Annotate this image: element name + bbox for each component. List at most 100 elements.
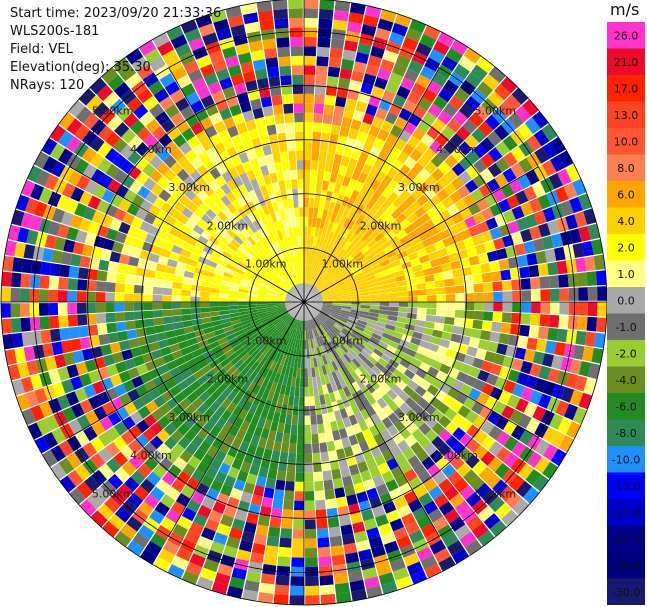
range-gate	[430, 233, 443, 244]
range-gate	[276, 470, 287, 481]
range-gate	[238, 218, 248, 229]
range-gate	[294, 329, 299, 339]
range-gate	[437, 32, 455, 48]
range-gate	[247, 212, 257, 223]
range-gate	[164, 214, 177, 227]
range-gate	[314, 328, 320, 338]
range-gate	[534, 378, 548, 393]
range-gate	[360, 206, 371, 218]
range-gate	[548, 314, 560, 328]
range-gate	[75, 106, 93, 124]
range-gate	[367, 238, 378, 249]
range-gate	[358, 548, 373, 562]
range-gate	[200, 230, 212, 241]
range-gate	[286, 305, 296, 311]
range-gate	[278, 310, 288, 317]
range-gate	[404, 397, 417, 409]
range-gate	[364, 359, 375, 369]
range-gate	[296, 274, 300, 284]
range-gate	[473, 379, 486, 392]
range-gate	[331, 256, 340, 266]
range-gate	[310, 287, 317, 295]
range-gate	[386, 277, 397, 284]
range-gate	[283, 356, 290, 366]
range-gate	[272, 0, 288, 11]
range-gate	[499, 485, 516, 502]
range-gate	[142, 163, 156, 177]
range-gate	[464, 375, 477, 388]
range-gate	[326, 331, 334, 341]
range-gate	[205, 103, 219, 117]
range-gate	[134, 319, 145, 329]
range-gate	[196, 86, 211, 100]
range-gate	[432, 265, 443, 274]
range-gate	[437, 161, 452, 175]
range-gate	[288, 307, 297, 314]
range-ring-label: 2.00km	[360, 219, 402, 232]
range-gate	[214, 187, 226, 199]
range-gate	[365, 64, 380, 77]
range-gate	[121, 349, 133, 361]
range-ring-label: 2.00km	[360, 373, 402, 386]
range-gate	[198, 339, 209, 349]
range-gate	[388, 219, 400, 231]
range-gate	[431, 422, 445, 436]
range-gate	[307, 358, 311, 369]
range-gate	[273, 231, 280, 242]
range-gate	[325, 190, 333, 202]
range-gate	[253, 243, 263, 253]
range-gate	[96, 391, 110, 406]
range-gate	[336, 278, 347, 285]
range-gate	[340, 289, 351, 294]
range-gate	[262, 346, 271, 356]
range-gate	[181, 485, 196, 499]
range-gate	[296, 339, 300, 350]
range-gate	[90, 453, 106, 469]
range-gate	[308, 264, 312, 275]
range-gate	[304, 17, 318, 28]
range-gate	[377, 279, 388, 286]
range-gate	[263, 357, 271, 368]
range-gate	[526, 252, 538, 266]
range-gate	[351, 443, 362, 455]
range-gate	[172, 403, 185, 416]
range-gate	[360, 195, 371, 207]
range-gate	[235, 163, 246, 176]
range-gate	[228, 259, 239, 268]
range-gate	[275, 27, 289, 39]
range-gate	[50, 445, 66, 462]
range-gate	[328, 201, 336, 212]
range-gate	[289, 256, 294, 266]
range-gate	[135, 433, 150, 448]
range-gate	[403, 552, 420, 567]
range-gate	[182, 320, 193, 328]
range-gate	[341, 307, 351, 312]
velocity-rays	[1, 0, 607, 605]
range-gate	[48, 398, 62, 414]
range-gate	[374, 76, 388, 90]
range-gate	[203, 196, 215, 209]
range-gate	[266, 183, 275, 194]
range-gate	[268, 192, 277, 203]
range-gate	[347, 278, 357, 285]
range-gate	[74, 202, 88, 218]
range-gate	[42, 248, 54, 262]
range-gate	[196, 164, 209, 177]
range-gate	[453, 110, 468, 126]
range-gate	[279, 384, 287, 395]
range-gate	[88, 370, 101, 384]
range-gate	[249, 158, 260, 170]
range-gate	[460, 363, 472, 375]
colorbar: 26.021.017.013.010.08.06.04.02.01.00.0-1…	[607, 22, 645, 605]
range-gate	[317, 281, 325, 290]
range-gate	[242, 275, 252, 282]
range-gate	[359, 335, 370, 343]
range-gate	[100, 480, 117, 497]
range-gate	[551, 355, 564, 370]
range-gate	[587, 286, 598, 301]
range-gate	[334, 322, 344, 330]
range-gate	[228, 527, 243, 540]
range-gate	[422, 111, 437, 126]
range-gate	[275, 304, 286, 307]
range-gate	[203, 558, 220, 573]
